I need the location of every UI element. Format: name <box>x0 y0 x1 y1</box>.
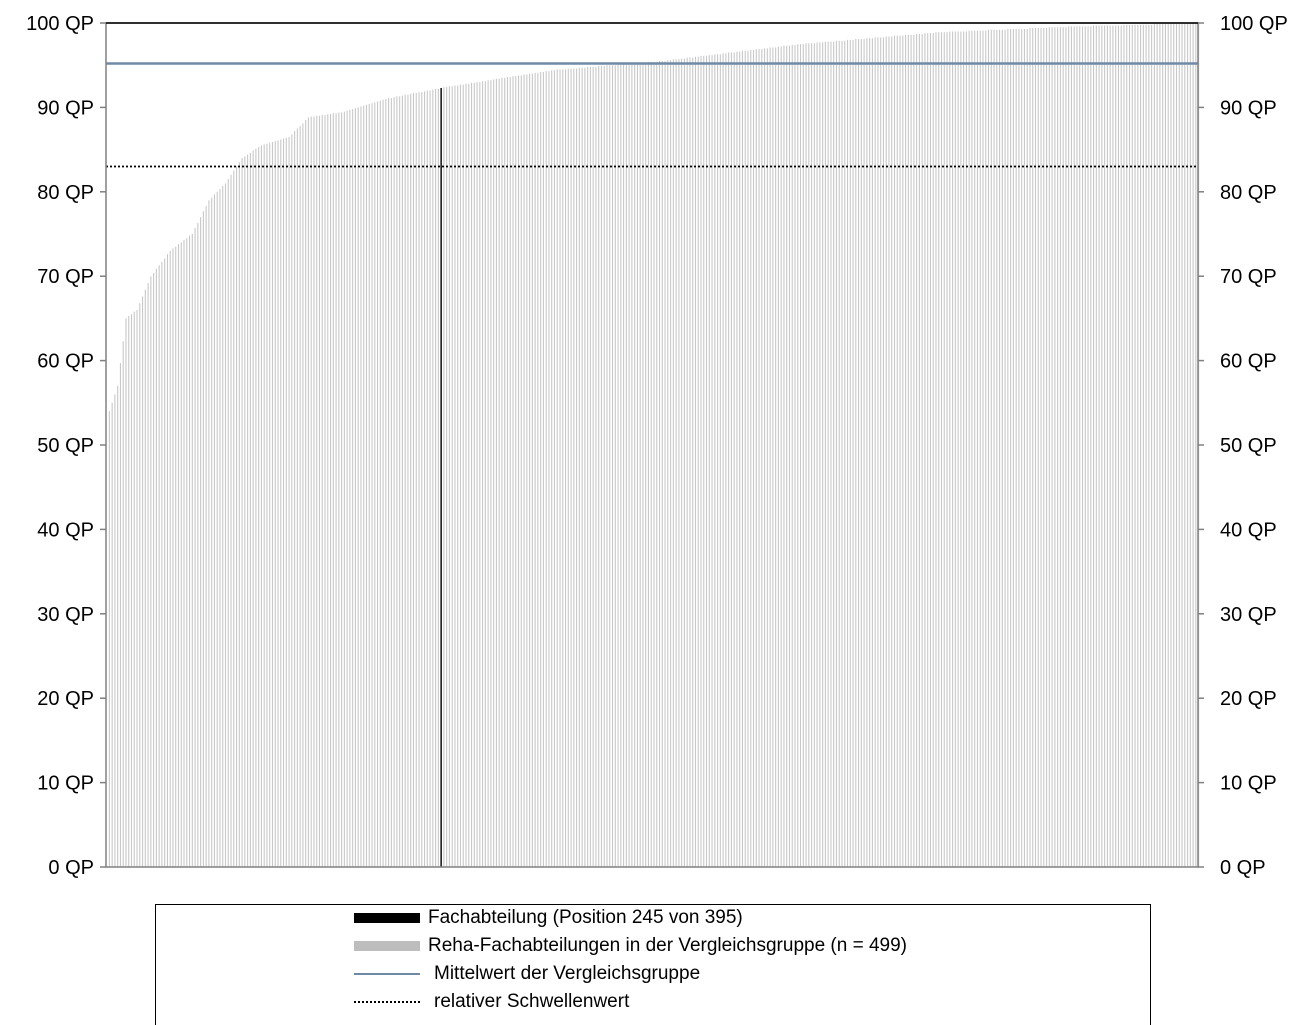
y-tick-label-right: 0 QP <box>1220 857 1266 879</box>
bars-group <box>108 23 1200 867</box>
legend-item-vergleichsgruppe: Reha-Fachabteilungen in der Vergleichsgr… <box>354 933 907 959</box>
legend-item-schwellenwert: relativer Schwellenwert <box>354 989 629 1015</box>
y-tick-label-right: 50 QP <box>1220 435 1277 457</box>
y-tick-label-right: 10 QP <box>1220 773 1277 795</box>
legend-label: Reha-Fachabteilungen in der Vergleichsgr… <box>428 935 908 956</box>
y-tick-label-left: 50 QP <box>37 435 94 457</box>
y-tick-label-left: 60 QP <box>37 351 94 373</box>
y-tick-label-right: 100 QP <box>1220 13 1288 35</box>
legend-swatch-black-bar <box>354 913 420 923</box>
bar-chart: 0 QP 10 QP 20 QP 30 QP 40 QP 50 QP 60 QP 70 QP 8… <box>26 13 1288 879</box>
y-tick-label-left: 10 QP <box>37 773 94 795</box>
y-tick-label-left: 0 QP <box>48 857 94 879</box>
legend-swatch-blue-line <box>354 973 420 975</box>
y-tick-label-left: 80 QP <box>37 182 94 204</box>
legend-label: Fachabteilung (Position 245 von 395) <box>428 907 743 928</box>
legend-label: Mittelwert der Vergleichsgruppe <box>434 963 701 984</box>
legend-item-mittelwert: Mittelwert der Vergleichsgruppe <box>354 961 700 987</box>
y-tick-label-right: 60 QP <box>1220 351 1277 373</box>
legend-item-fachabteilung: Fachabteilung (Position 245 von 395) <box>354 905 743 931</box>
y-tick-label-left: 70 QP <box>37 266 94 288</box>
y-tick-label-left: 100 QP <box>26 13 94 35</box>
y-tick-label-right: 80 QP <box>1220 182 1277 204</box>
y-tick-label-right: 90 QP <box>1220 97 1277 119</box>
y-tick-label-right: 20 QP <box>1220 688 1277 710</box>
y-tick-label-left: 40 QP <box>37 519 94 541</box>
y-tick-label-right: 40 QP <box>1220 519 1277 541</box>
y-tick-label-right: 70 QP <box>1220 266 1277 288</box>
legend: Fachabteilung (Position 245 von 395) Reh… <box>155 904 1151 1025</box>
y-tick-label-left: 20 QP <box>37 688 94 710</box>
y-tick-label-left: 30 QP <box>37 604 94 626</box>
legend-swatch-dotted-line <box>354 1001 420 1003</box>
right-y-axis: 0 QP 10 QP 20 QP 30 QP 40 QP 50 QP 60 QP 70 QP 8… <box>1198 13 1288 879</box>
left-y-axis: 0 QP 10 QP 20 QP 30 QP 40 QP 50 QP 60 QP 70 QP 8… <box>26 13 106 879</box>
y-tick-label-right: 30 QP <box>1220 604 1277 626</box>
y-tick-label-left: 90 QP <box>37 97 94 119</box>
legend-label: relativer Schwellenwert <box>434 991 630 1012</box>
legend-swatch-grey-bar <box>354 941 420 951</box>
